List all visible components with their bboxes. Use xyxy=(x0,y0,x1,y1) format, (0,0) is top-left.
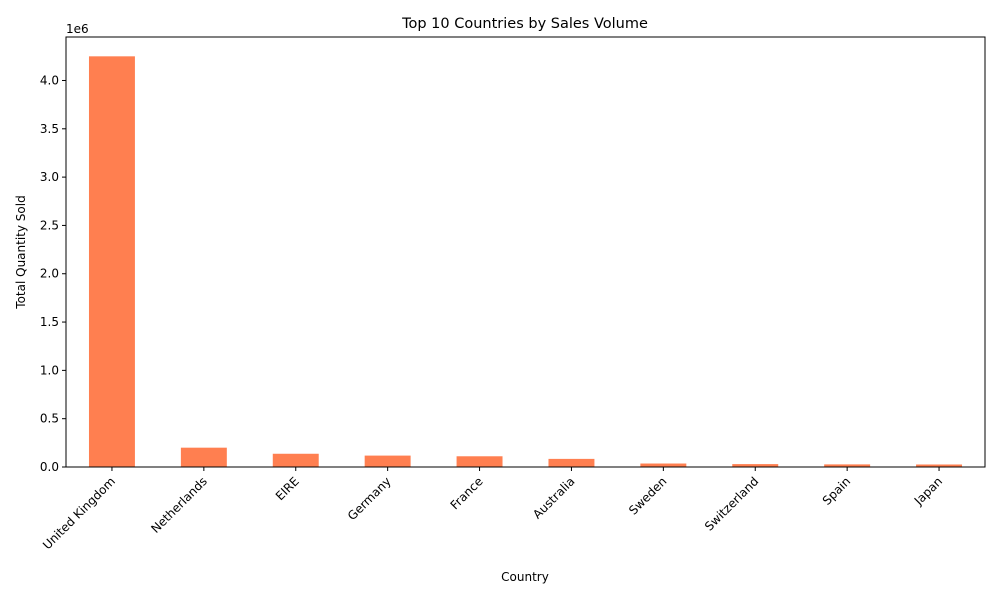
bar-netherlands xyxy=(180,447,227,467)
y-tick-label: 1.0 xyxy=(40,363,59,377)
y-tick-label: 1.5 xyxy=(40,315,59,329)
y-tick-label: 3.5 xyxy=(40,122,59,136)
bar-united-kingdom xyxy=(88,56,135,468)
x-axis-label: Country xyxy=(501,570,549,584)
x-tick-label: Germany xyxy=(345,474,394,523)
x-tick-label: United Kingdom xyxy=(40,474,118,552)
bar-france xyxy=(456,456,503,467)
x-tick-label: Japan xyxy=(911,474,945,508)
bar-japan xyxy=(916,464,963,467)
x-tick-label: Netherlands xyxy=(148,474,210,536)
x-tick-label: Australia xyxy=(530,474,577,521)
x-axis-ticks: United Kingdom Netherlands EIRE Germany Fran… xyxy=(40,467,945,552)
x-tick-label: Spain xyxy=(820,474,854,508)
bar-sweden xyxy=(640,463,687,467)
x-tick-label: Switzerland xyxy=(702,474,761,533)
y-tick-label: 0.5 xyxy=(40,412,59,426)
y-axis-offset-label: 1e6 xyxy=(66,22,89,36)
x-tick-label: France xyxy=(448,474,486,512)
bar-germany xyxy=(364,455,411,467)
x-tick-label: Sweden xyxy=(626,474,669,517)
y-axis-label: Total Quantity Sold xyxy=(14,195,28,309)
y-tick-label: 2.0 xyxy=(40,267,59,281)
y-tick-label: 2.5 xyxy=(40,218,59,232)
bars-group xyxy=(88,56,963,468)
y-tick-label: 0.0 xyxy=(40,460,59,474)
chart-title: Top 10 Countries by Sales Volume xyxy=(401,16,648,32)
bar-spain xyxy=(824,464,871,467)
plot-area-frame xyxy=(65,36,986,468)
bar-switzerland xyxy=(732,464,779,467)
bar-australia xyxy=(548,458,595,467)
y-axis-ticks: 0.0 0.5 1.0 1.5 2.0 2.5 3.0 3.5 4.0 xyxy=(40,73,66,474)
y-tick-label: 3.0 xyxy=(40,170,59,184)
y-tick-label: 4.0 xyxy=(40,73,59,87)
bar-eire xyxy=(272,453,319,467)
x-tick-label: EIRE xyxy=(273,474,302,503)
